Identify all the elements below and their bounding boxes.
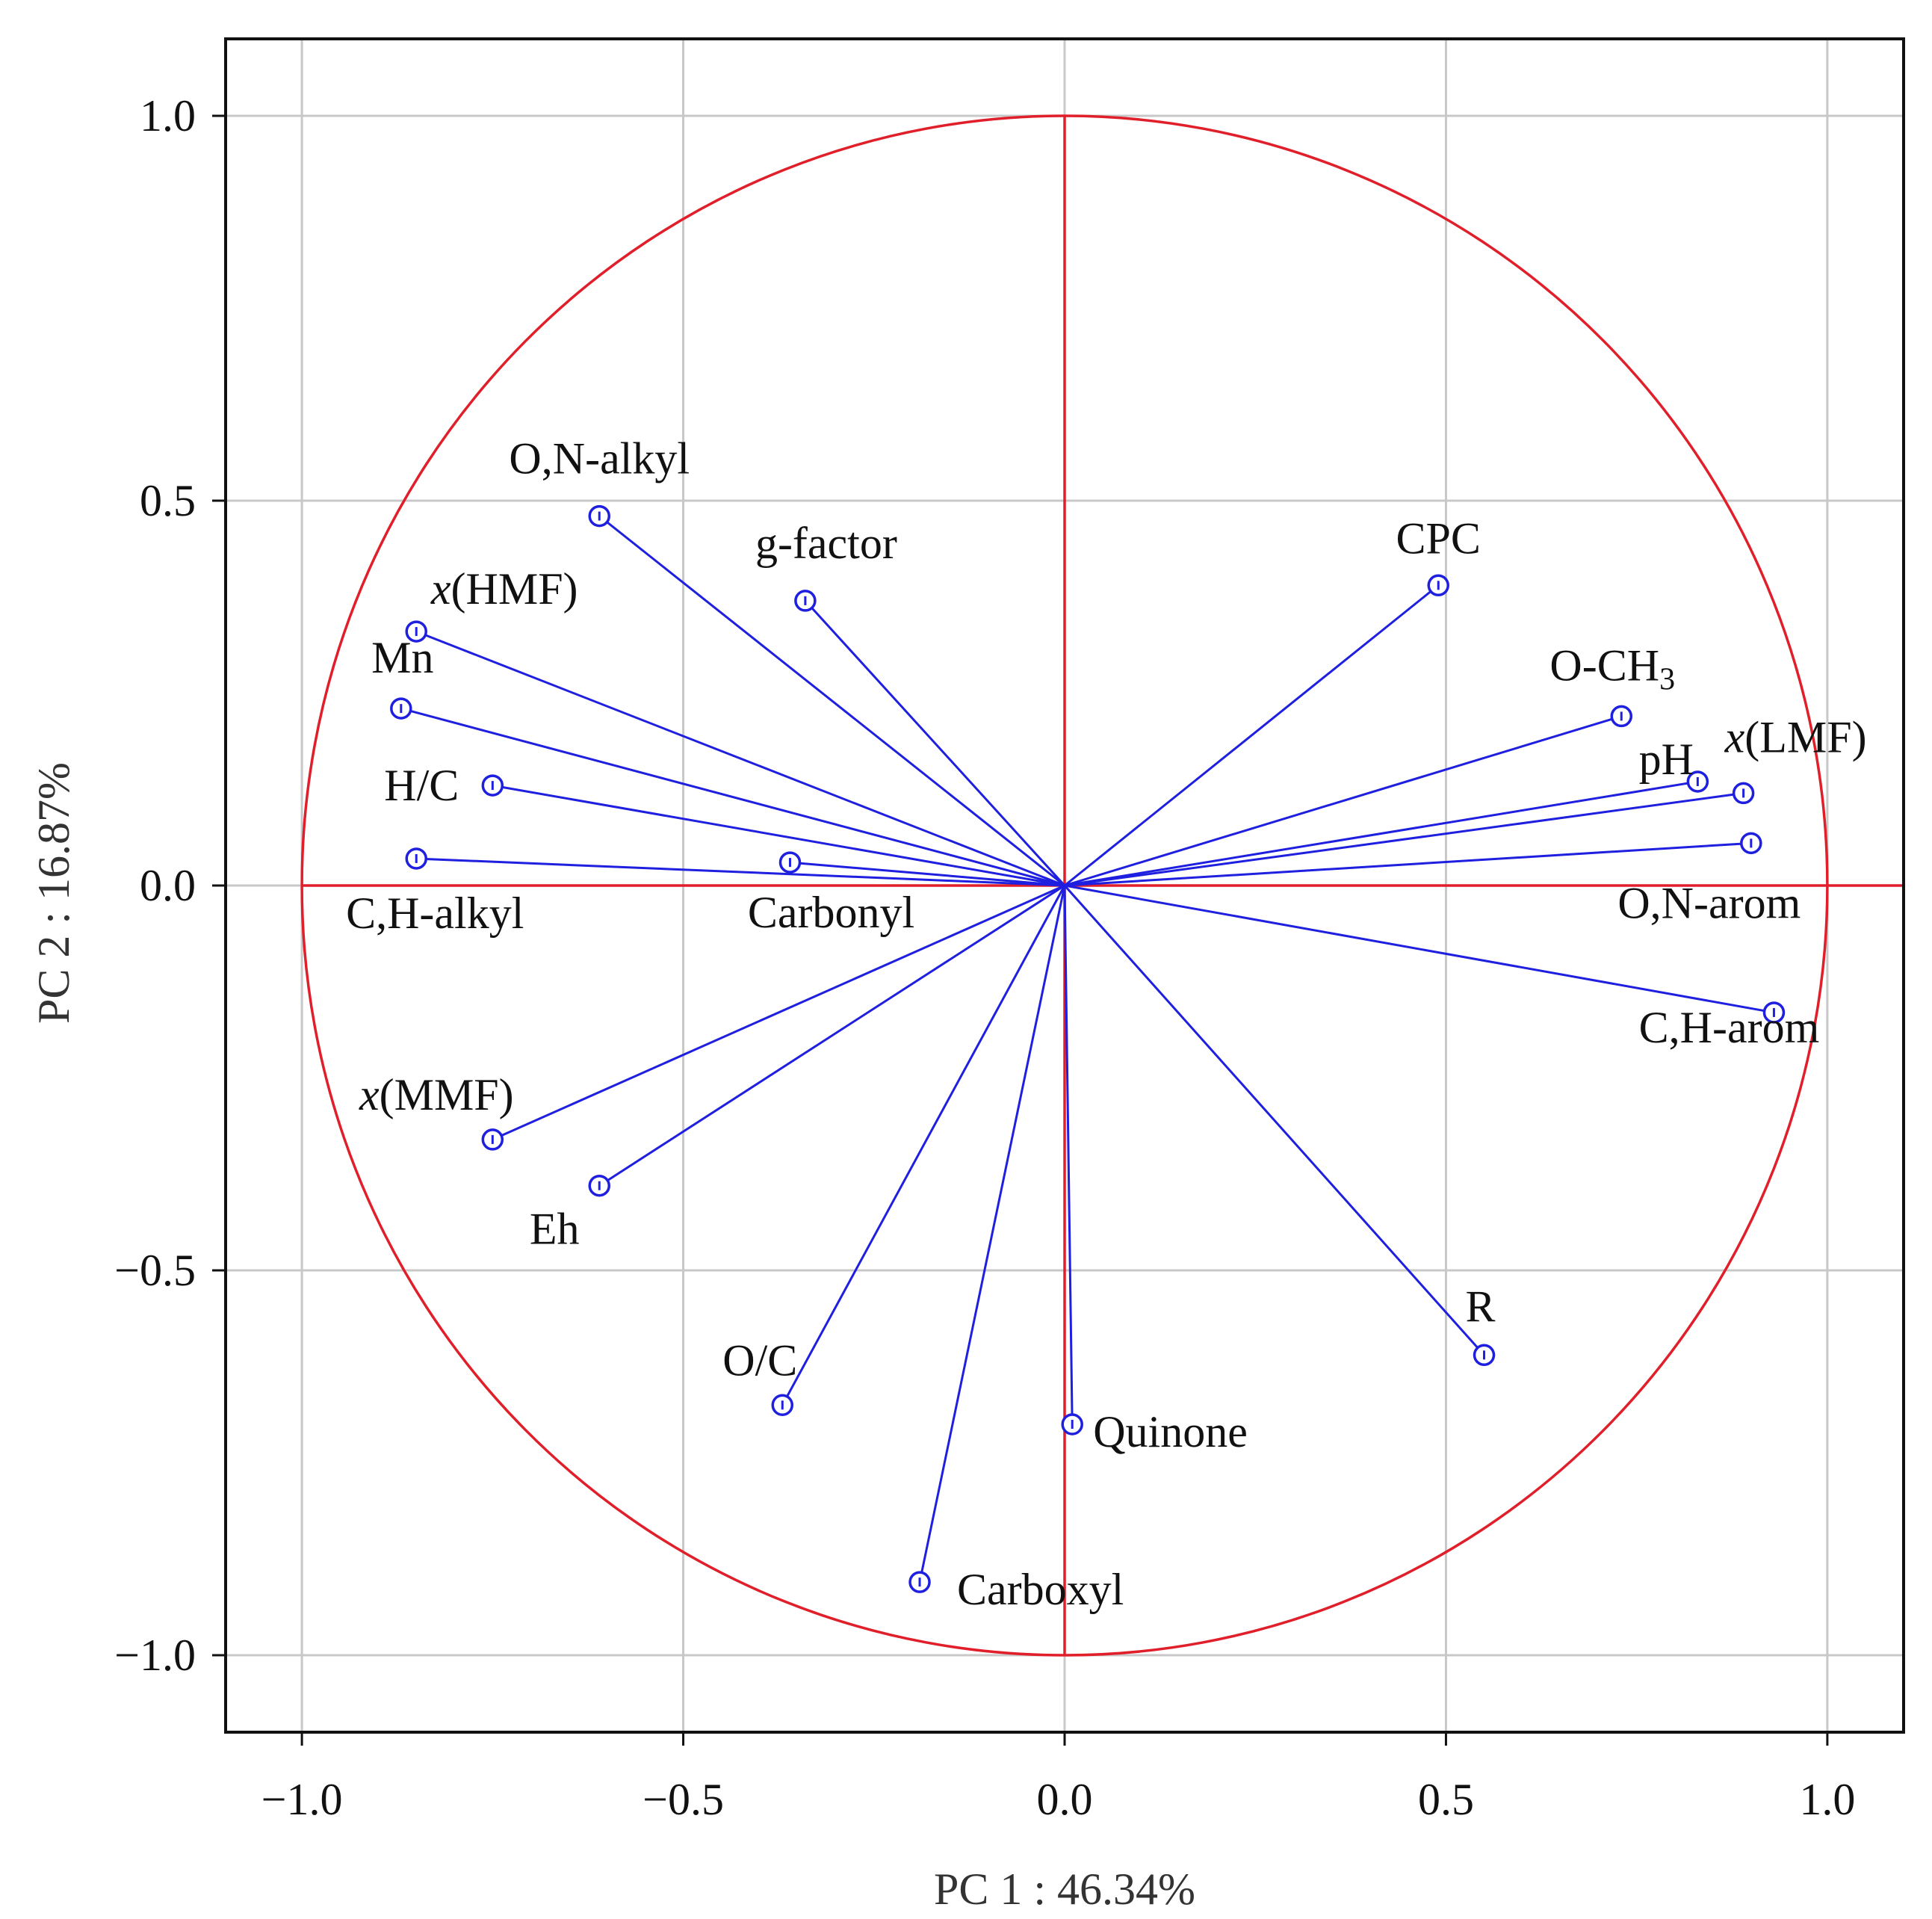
vector-carbonyl xyxy=(790,861,1065,887)
y-axis-title: PC 2 : 16.87% xyxy=(29,762,78,1024)
y-tick-label: −1.0 xyxy=(114,1631,196,1680)
label-eh: Eh xyxy=(530,1205,580,1254)
x-axis-title: PC 1 : 46.34% xyxy=(934,1864,1195,1914)
label-o-c: O/C xyxy=(722,1335,797,1385)
x-tick-label: −0.5 xyxy=(643,1775,724,1824)
label-o-n-alkyl: O,N-alkyl xyxy=(509,434,690,483)
label-ph: pH xyxy=(1639,735,1694,784)
x-tick-label: 1.0 xyxy=(1799,1775,1855,1824)
y-tick-label: 0.5 xyxy=(140,476,196,525)
label-x-lmf: x(LMF) xyxy=(1724,712,1867,761)
label-o-ch3: O-CH3 xyxy=(1549,640,1675,696)
label-carboxyl: Carboxyl xyxy=(957,1565,1124,1614)
y-tick-label: −0.5 xyxy=(114,1246,196,1295)
x-tick-label: 0.0 xyxy=(1037,1775,1093,1824)
label-quinone: Quinone xyxy=(1093,1407,1248,1456)
vector-r xyxy=(1063,885,1485,1356)
vector-carboxyl xyxy=(918,885,1066,1583)
label-x-mmf: x(MMF) xyxy=(359,1070,514,1119)
label-c-h-alkyl: C,H-alkyl xyxy=(346,889,524,938)
label-c-h-arom: C,H-arom xyxy=(1639,1003,1820,1052)
label-mn: Mn xyxy=(371,633,433,682)
variable-labels: O,N-alkyl g-factor x(HMF) Mn H/C C,H-alkyl Car… xyxy=(346,434,1867,1615)
vector-x-lmf xyxy=(1064,791,1744,887)
label-h-c: H/C xyxy=(384,761,459,810)
loading-vectors xyxy=(390,504,1786,1593)
vector-eh xyxy=(598,884,1065,1187)
label-g-factor: g-factor xyxy=(755,519,897,568)
y-tick-label: 0.0 xyxy=(140,861,196,910)
x-tick-label: −1.0 xyxy=(261,1775,343,1824)
label-o-n-arom: O,N-arom xyxy=(1617,878,1801,927)
vector-ph xyxy=(1064,780,1698,887)
vector-o-n-arom xyxy=(1064,841,1751,887)
vector-o-n-alkyl xyxy=(598,515,1065,887)
vector-o-c xyxy=(781,885,1066,1406)
vector-o-ch3 xyxy=(1064,714,1622,887)
vector-h-c xyxy=(492,784,1065,887)
y-tick-label: 1.0 xyxy=(140,91,196,140)
vector-cpc xyxy=(1064,584,1440,887)
vector-c-h-arom xyxy=(1064,884,1774,1014)
axis-ticks: −1.0 −0.5 0.0 0.5 1.0 −1.0 −0.5 0.0 0.5 1.0 xyxy=(114,91,1855,1824)
label-cpc: CPC xyxy=(1396,513,1481,563)
vector-c-h-alkyl xyxy=(416,857,1065,887)
vector-g-factor xyxy=(804,599,1066,887)
vector-mn xyxy=(400,707,1065,887)
x-tick-label: 0.5 xyxy=(1418,1775,1474,1824)
label-carbonyl: Carbonyl xyxy=(748,888,914,937)
vector-x-hmf xyxy=(415,630,1065,887)
label-x-hmf: x(HMF) xyxy=(430,564,578,614)
vector-x-mmf xyxy=(492,884,1065,1141)
vector-quinone xyxy=(1063,885,1074,1425)
label-r: R xyxy=(1465,1282,1495,1331)
